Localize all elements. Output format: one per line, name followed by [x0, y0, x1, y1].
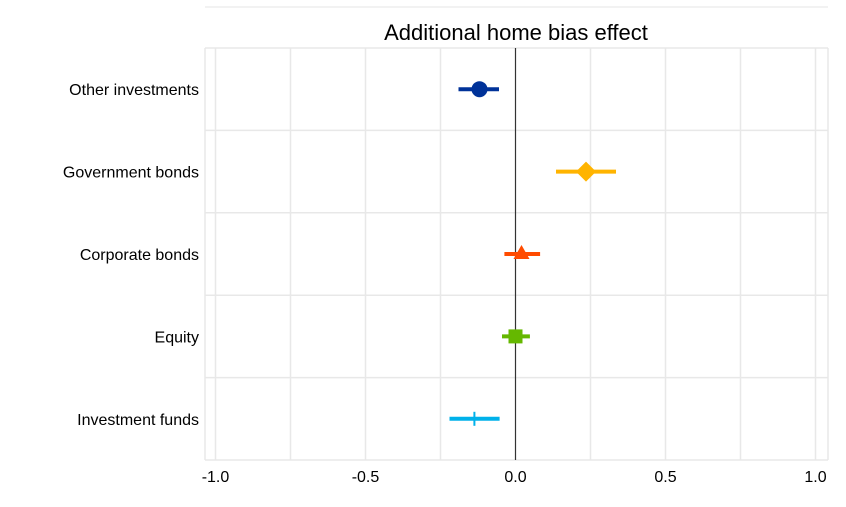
x-tick-label: -1.0: [202, 469, 230, 486]
marks: [449, 81, 616, 426]
point-marker-circle: [471, 81, 488, 98]
x-tick-label: 1.0: [804, 469, 826, 486]
labels: -1.0 -0.5 0.0 0.5 1.0 Other investments Govern…: [63, 82, 827, 486]
category-label: Other investments: [69, 82, 199, 99]
point-marker-triangle: [513, 245, 530, 259]
x-tick-label: -0.5: [352, 469, 380, 486]
x-tick-label: 0.5: [654, 469, 676, 486]
point-marker-square: [508, 329, 523, 344]
category-label: Corporate bonds: [80, 247, 199, 264]
chart-title: Additional home bias effect: [384, 20, 648, 45]
category-label: Government bonds: [63, 165, 199, 182]
category-label: Investment funds: [77, 412, 199, 429]
point-marker-diamond: [576, 161, 596, 182]
x-tick-label: 0.0: [504, 469, 526, 486]
category-label: Equity: [155, 329, 199, 346]
